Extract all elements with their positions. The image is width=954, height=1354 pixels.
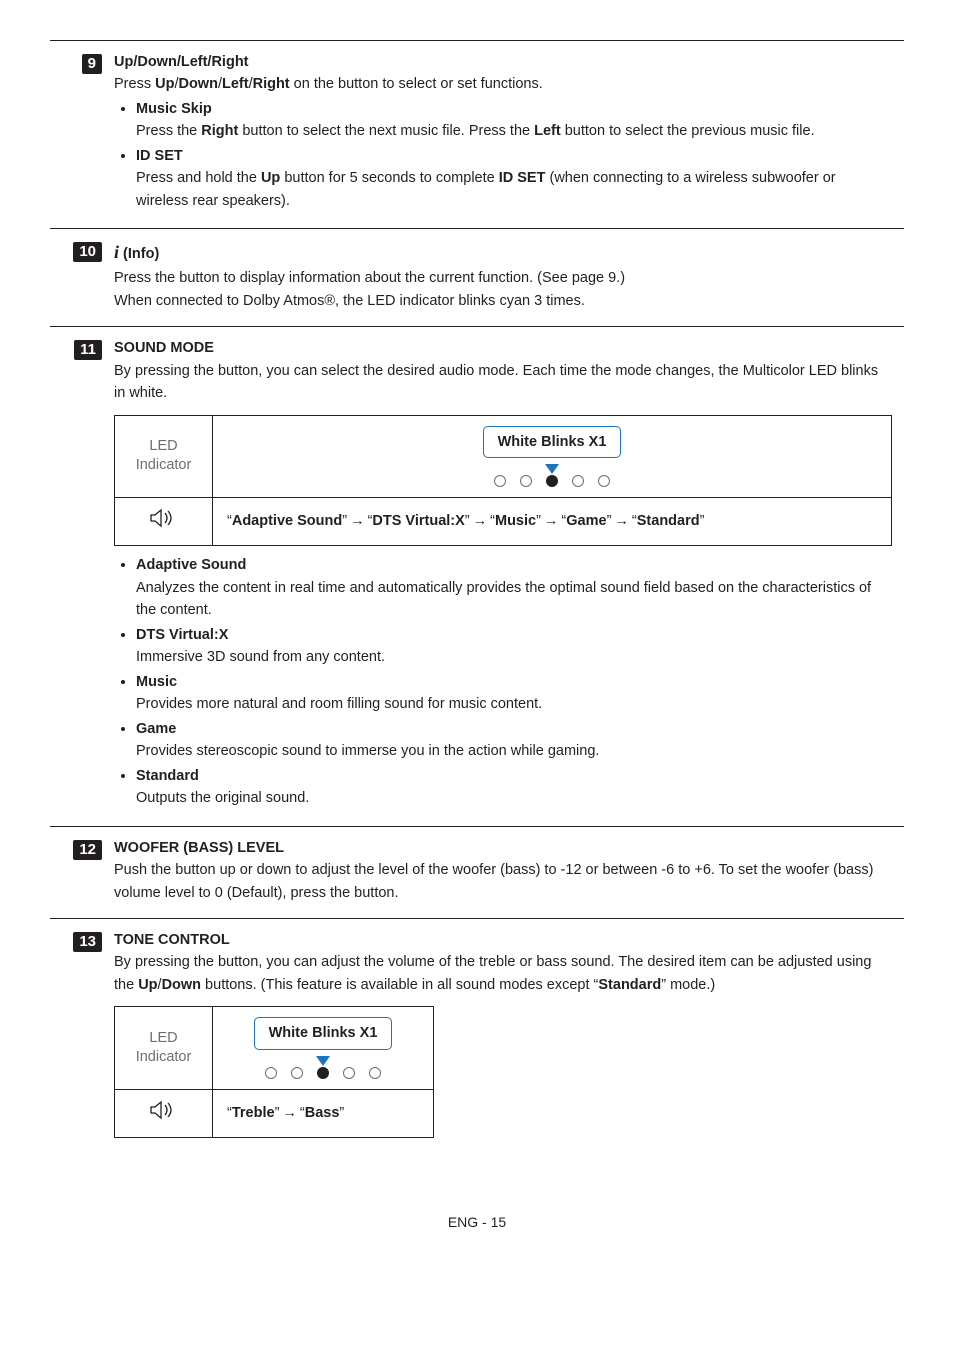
row-13-heading: TONE CONTROL <box>114 929 892 951</box>
led-dot <box>572 475 584 487</box>
led-dot <box>369 1067 381 1079</box>
row-9: 9 Up/Down/Left/Right Press Up/Down/Left/… <box>50 40 904 228</box>
table-row: “Treble”→“Bass” <box>115 1089 434 1137</box>
speaker-icon <box>150 508 178 528</box>
tone-sequence-cell: “Treble”→“Bass” <box>213 1089 434 1137</box>
row-10-content: i (Info) Press the button to display inf… <box>110 229 904 326</box>
row-13-content: TONE CONTROL By pressing the button, you… <box>110 919 904 1152</box>
row-10-heading: i (Info) <box>114 239 892 267</box>
bullet-text: Press the Right button to select the nex… <box>136 120 892 142</box>
row-10: 10 i (Info) Press the button to display … <box>50 228 904 326</box>
row-12-heading: WOOFER (BASS) LEVEL <box>114 837 892 859</box>
speaker-icon-cell <box>115 1089 213 1137</box>
table-row: LED Indicator White Blinks X1 <box>115 1007 434 1089</box>
row-10-line2: When connected to Dolby Atmos®, the LED … <box>114 290 892 312</box>
list-item: ID SET Press and hold the Up button for … <box>136 145 892 212</box>
row-number-badge: 12 <box>73 840 102 860</box>
led-indicator-label-cell: LED Indicator <box>115 1007 213 1089</box>
led-dot-filled <box>546 475 558 487</box>
speaker-icon-cell <box>115 497 213 545</box>
mode-sequence-cell: “Adaptive Sound”→“DTS Virtual:X”→“Music”… <box>213 497 892 545</box>
led-indicator-graphic-cell: White Blinks X1 <box>213 1007 434 1089</box>
table-row: LED Indicator White Blinks X1 <box>115 415 892 497</box>
led-dot <box>598 475 610 487</box>
row-12-desc: Push the button up or down to adjust the… <box>114 859 892 904</box>
row-13: 13 TONE CONTROL By pressing the button, … <box>50 918 904 1152</box>
led-dots <box>494 475 610 487</box>
row-number-cell: 13 <box>50 919 110 1152</box>
led-dot <box>291 1067 303 1079</box>
blink-label: White Blinks X1 <box>483 426 622 458</box>
row-12-content: WOOFER (BASS) LEVEL Push the button up o… <box>110 827 904 918</box>
row-number-cell: 11 <box>50 327 110 826</box>
led-dot <box>494 475 506 487</box>
row-number-badge: 9 <box>82 54 102 74</box>
led-dots <box>265 1067 381 1079</box>
page-footer: ENG - 15 <box>50 1212 904 1234</box>
led-dot <box>265 1067 277 1079</box>
row-9-desc: Press Up/Down/Left/Right on the button t… <box>114 73 892 95</box>
row-number-cell: 9 <box>50 41 110 228</box>
tone-control-table: LED Indicator White Blinks X1 <box>114 1006 434 1138</box>
row-11: 11 SOUND MODE By pressing the button, yo… <box>50 326 904 826</box>
row-11-heading: SOUND MODE <box>114 337 892 359</box>
list-item: StandardOutputs the original sound. <box>136 765 892 810</box>
row-number-cell: 12 <box>50 827 110 918</box>
row-12: 12 WOOFER (BASS) LEVEL Push the button u… <box>50 826 904 918</box>
row-11-content: SOUND MODE By pressing the button, you c… <box>110 327 904 826</box>
speaker-icon <box>150 1100 178 1120</box>
blink-label: White Blinks X1 <box>254 1017 393 1049</box>
list-item: GameProvides stereoscopic sound to immer… <box>136 718 892 763</box>
row-13-desc: By pressing the button, you can adjust t… <box>114 951 892 996</box>
row-11-bullets: Adaptive SoundAnalyzes the content in re… <box>114 554 892 809</box>
led-indicator-graphic-cell: White Blinks X1 <box>213 415 892 497</box>
row-9-heading: Up/Down/Left/Right <box>114 51 892 73</box>
list-item: Music Skip Press the Right button to sel… <box>136 98 892 143</box>
led-dot <box>343 1067 355 1079</box>
row-9-bullets: Music Skip Press the Right button to sel… <box>114 98 892 212</box>
list-item: DTS Virtual:XImmersive 3D sound from any… <box>136 624 892 669</box>
pointer-down-icon <box>545 464 559 474</box>
led-dot <box>520 475 532 487</box>
led-indicator-label-cell: LED Indicator <box>115 415 213 497</box>
list-item: MusicProvides more natural and room fill… <box>136 671 892 716</box>
bullet-text: Press and hold the Up button for 5 secon… <box>136 167 892 212</box>
table-row: “Adaptive Sound”→“DTS Virtual:X”→“Music”… <box>115 497 892 545</box>
sound-mode-table: LED Indicator White Blinks X1 <box>114 415 892 547</box>
row-10-line1: Press the button to display information … <box>114 267 892 289</box>
row-number-badge: 10 <box>73 242 102 262</box>
pointer-down-icon <box>316 1056 330 1066</box>
list-item: Adaptive SoundAnalyzes the content in re… <box>136 554 892 621</box>
row-number-badge: 13 <box>73 932 102 952</box>
row-number-cell: 10 <box>50 229 110 326</box>
row-number-badge: 11 <box>74 340 102 360</box>
led-dot-filled <box>317 1067 329 1079</box>
row-11-desc: By pressing the button, you can select t… <box>114 360 892 405</box>
row-9-content: Up/Down/Left/Right Press Up/Down/Left/Ri… <box>110 41 904 228</box>
